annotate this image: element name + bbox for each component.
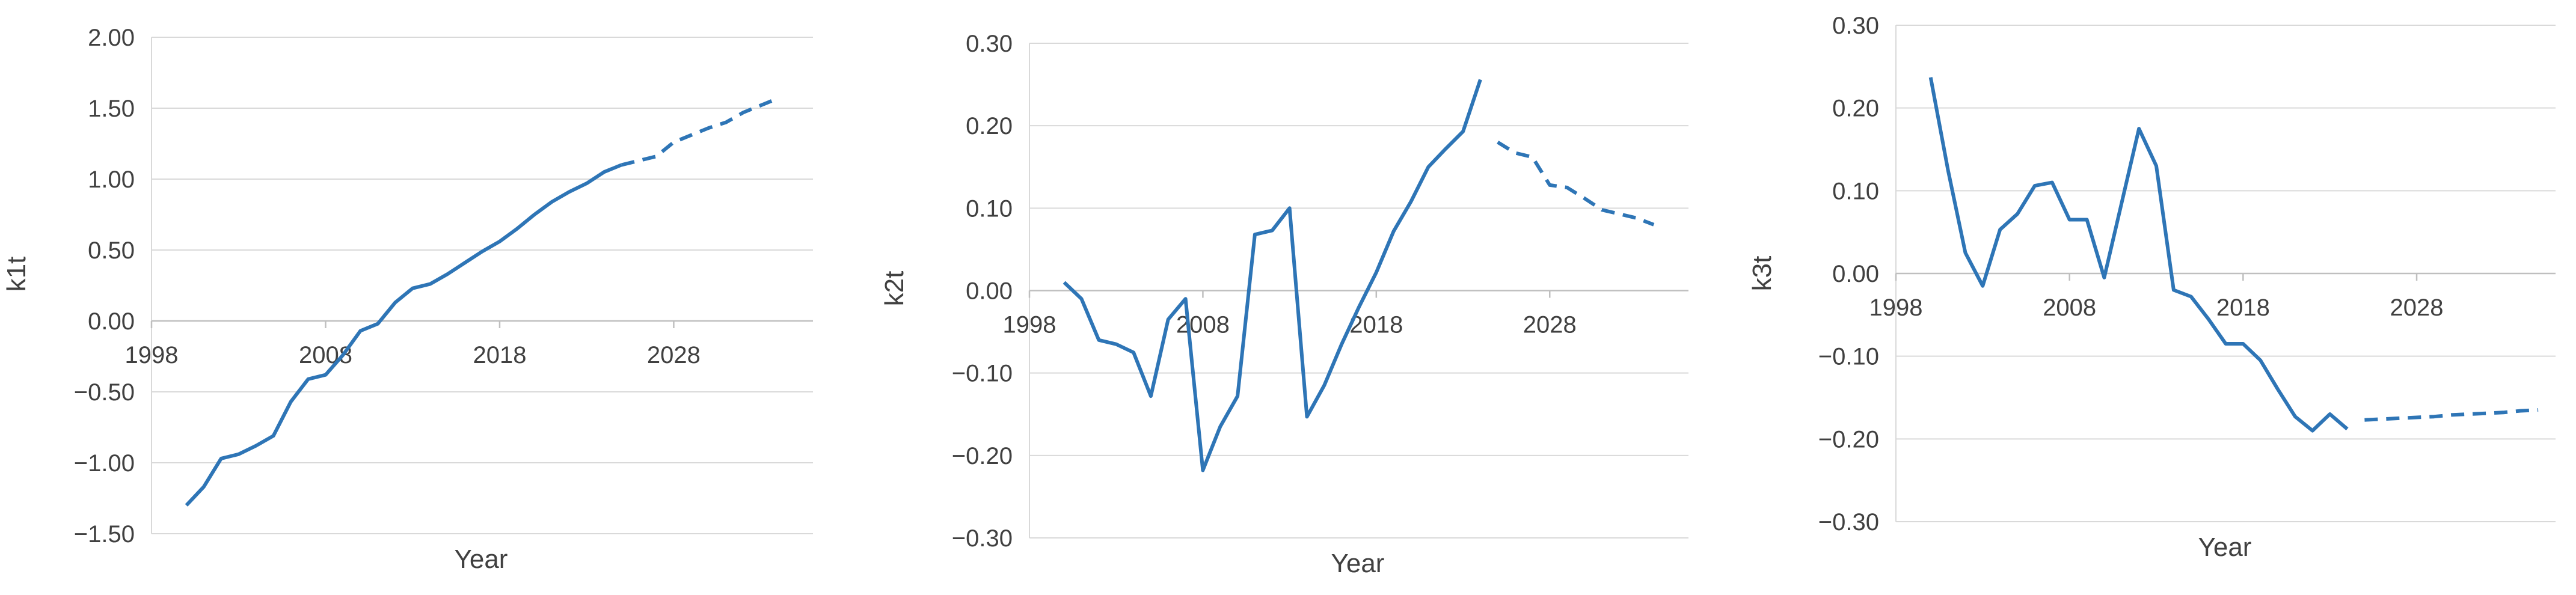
y-tick-label: 2.00 [88,25,135,51]
x-tick-label: 1998 [1869,294,1923,321]
y-tick-label: 1.00 [88,166,135,193]
y-tick-label: −0.20 [952,443,1013,469]
y-tick-label: −0.20 [1818,426,1879,453]
y-tick-label: 1.50 [88,96,135,122]
x-tick-label: 2018 [473,342,526,368]
y-tick-label: −0.10 [1818,344,1879,370]
y-tick-label: 0.00 [1832,261,1879,287]
series-line-projection [621,96,779,167]
x-tick-label: 2028 [647,342,701,368]
y-tick-label: 0.00 [966,278,1013,305]
y-tick-label: −0.10 [952,361,1013,387]
y-tick-label: −1.00 [74,450,135,477]
x-axis-title: Year [455,545,508,574]
x-axis-title: Year [1331,549,1385,578]
y-tick-label: 0.20 [1832,96,1879,122]
y-tick-label: 0.30 [966,31,1013,57]
series-line-observed [185,163,622,507]
y-tick-label: 0.50 [88,237,135,264]
x-tick-label: 2028 [1523,312,1577,338]
x-tick-label: 1998 [1003,312,1056,338]
y-tick-label: 0.20 [966,113,1013,139]
series-line-observed [1928,77,2349,433]
y-axis-title: k3t [1747,256,1777,291]
y-tick-label: −0.30 [952,525,1013,552]
chart-k2t: 0.30 0.20 0.10 0.00 −0.10 −0.20 −0.30 1998 2008 2… [880,31,1688,578]
y-tick-label: −1.50 [74,521,135,548]
chart-k3t: 0.30 0.20 0.10 0.00 −0.10 −0.20 −0.30 1998 2008 2… [1747,13,2556,562]
y-tick-label: 0.10 [1832,178,1879,204]
x-axis-title: Year [2198,532,2252,562]
y-axis-title: k2t [880,271,909,307]
chart-k1t: 2.00 1.50 1.00 0.50 0.00 −0.50 −1.00 −1.50 1998 2… [2,25,813,574]
series-line-projection [1497,141,1655,227]
y-tick-label: −0.30 [1818,509,1879,536]
x-tick-label: 2008 [2043,294,2096,321]
series-line-projection [2364,408,2539,422]
series-line-observed [1063,79,1482,472]
x-tick-label: 2028 [2390,294,2444,321]
y-tick-label: 0.30 [1832,13,1879,39]
x-tick-label: 1998 [125,342,179,368]
x-tick-label: 2018 [1349,312,1403,338]
y-tick-label: 0.10 [966,195,1013,222]
y-tick-label: −0.50 [74,379,135,406]
x-tick-label: 2008 [1176,312,1230,338]
x-tick-label: 2018 [2216,294,2270,321]
y-tick-label: 0.00 [88,308,135,335]
y-axis-title: k1t [2,257,31,292]
